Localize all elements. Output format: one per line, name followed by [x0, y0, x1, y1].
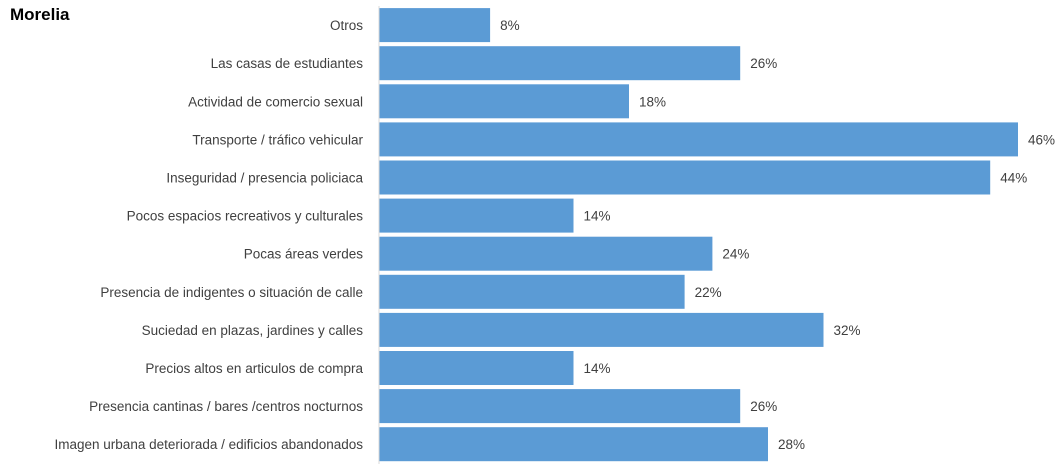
- data-label: 28%: [778, 437, 805, 452]
- category-label: Presencia cantinas / bares /centros noct…: [89, 399, 363, 414]
- bar: [379, 236, 713, 271]
- category-label: Actividad de comercio sexual: [188, 94, 363, 109]
- category-label: Pocas áreas verdes: [244, 247, 364, 262]
- category-label: Pocos espacios recreativos y culturales: [127, 209, 364, 224]
- category-label: Precios altos en articulos de compra: [145, 361, 363, 376]
- data-label: 14%: [584, 361, 611, 376]
- bar: [379, 198, 574, 233]
- data-label: 24%: [722, 247, 749, 262]
- bar: [379, 427, 768, 462]
- category-label: Suciedad en plazas, jardines y calles: [142, 323, 364, 338]
- data-label: 44%: [1000, 171, 1027, 186]
- bar: [379, 312, 824, 347]
- bar: [379, 351, 574, 385]
- category-label: Imagen urbana deteriorada / edificios ab…: [55, 437, 364, 452]
- data-label: 26%: [750, 399, 777, 414]
- labels-layer: Otros 8% Las casas de estudiantes 26% Activi…: [55, 18, 1056, 452]
- data-label: 46%: [1028, 132, 1055, 147]
- category-label: Transporte / tráfico vehicular: [192, 132, 363, 147]
- category-label: Presencia de indigentes o situación de c…: [100, 285, 363, 300]
- bar: [379, 8, 491, 43]
- data-label: 26%: [750, 56, 777, 71]
- data-label: 8%: [500, 18, 520, 33]
- data-label: 18%: [639, 94, 666, 109]
- category-label: Inseguridad / presencia policiaca: [166, 171, 363, 186]
- bar: [379, 122, 1018, 157]
- category-label: Otros: [330, 18, 363, 33]
- bar: [379, 46, 741, 81]
- chart-title: Morelia: [10, 5, 70, 24]
- bar: [379, 389, 741, 424]
- bars-layer: [379, 8, 1018, 462]
- bar: [379, 274, 685, 309]
- data-label: 22%: [695, 285, 722, 300]
- data-label: 14%: [584, 209, 611, 224]
- category-label: Las casas de estudiantes: [211, 56, 364, 71]
- data-label: 32%: [834, 323, 861, 338]
- bar: [379, 160, 991, 195]
- bar: [379, 84, 629, 119]
